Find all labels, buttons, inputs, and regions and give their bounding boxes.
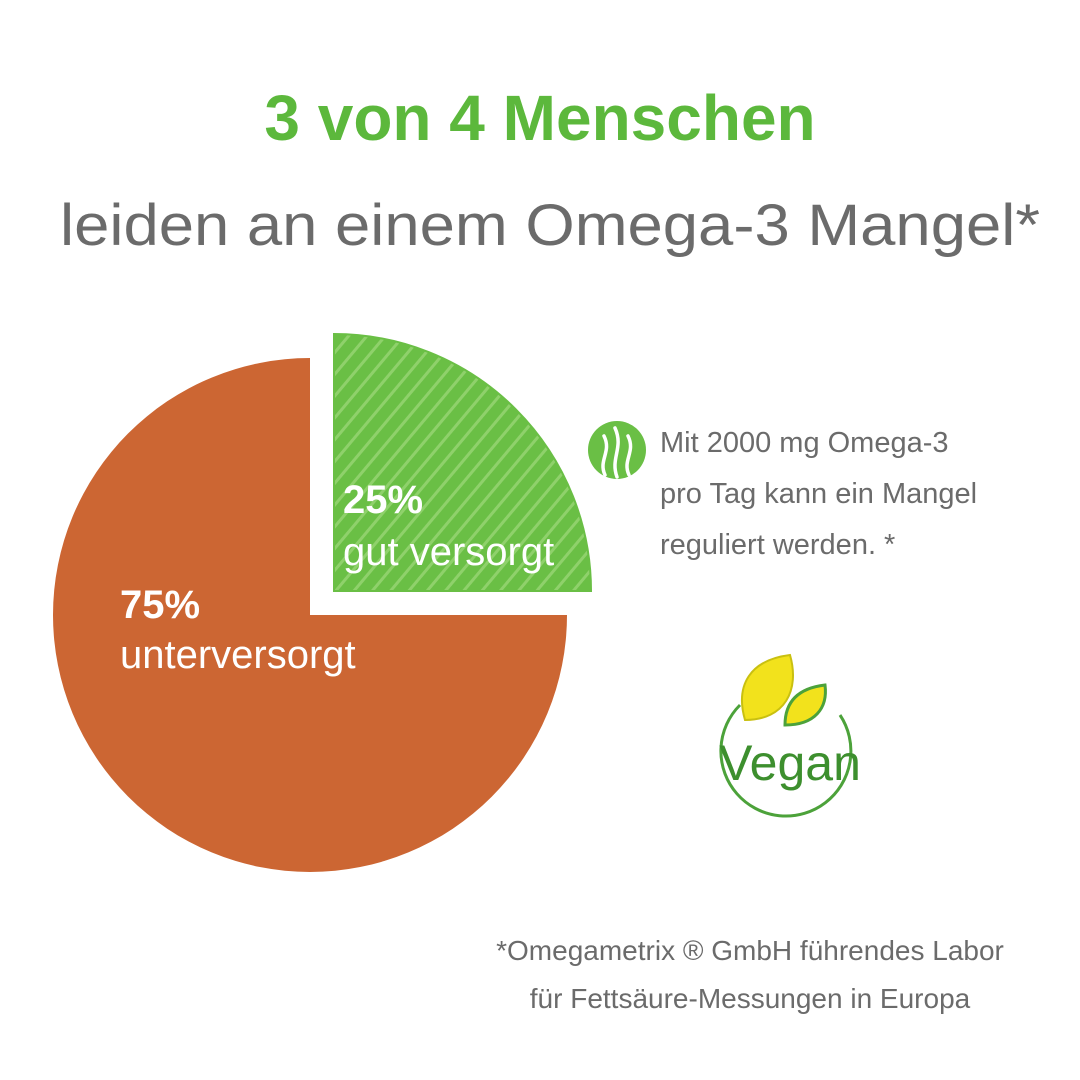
algae-icon [588, 421, 646, 479]
note-line: reguliert werden. * [660, 529, 895, 561]
subtitle: leiden an einem Omega-3 Mangel* [60, 193, 1040, 258]
pie-slice [333, 332, 593, 592]
slice-label: unterversorgt [120, 633, 356, 677]
slice-label: gut versorgt [343, 530, 554, 574]
vegan-badge: Vegan [719, 653, 861, 818]
footnote-line: für Fettsäure-Messungen in Europa [530, 983, 971, 1014]
badge-text: Vegan [719, 735, 861, 791]
footnote-line: *Omegametrix ® GmbH führendes Labor [496, 935, 1004, 966]
note-line: Mit 2000 mg Omega-3 [660, 427, 949, 459]
title: 3 von 4 Menschen [264, 82, 815, 154]
pie-slice [53, 358, 567, 872]
value-label: 25% [343, 478, 423, 522]
pie-chart: 75% unterversorgt 25% gut versorgt [53, 332, 593, 872]
note-line: pro Tag kann ein Mangel [660, 478, 977, 510]
value-label: 75% [120, 583, 200, 627]
